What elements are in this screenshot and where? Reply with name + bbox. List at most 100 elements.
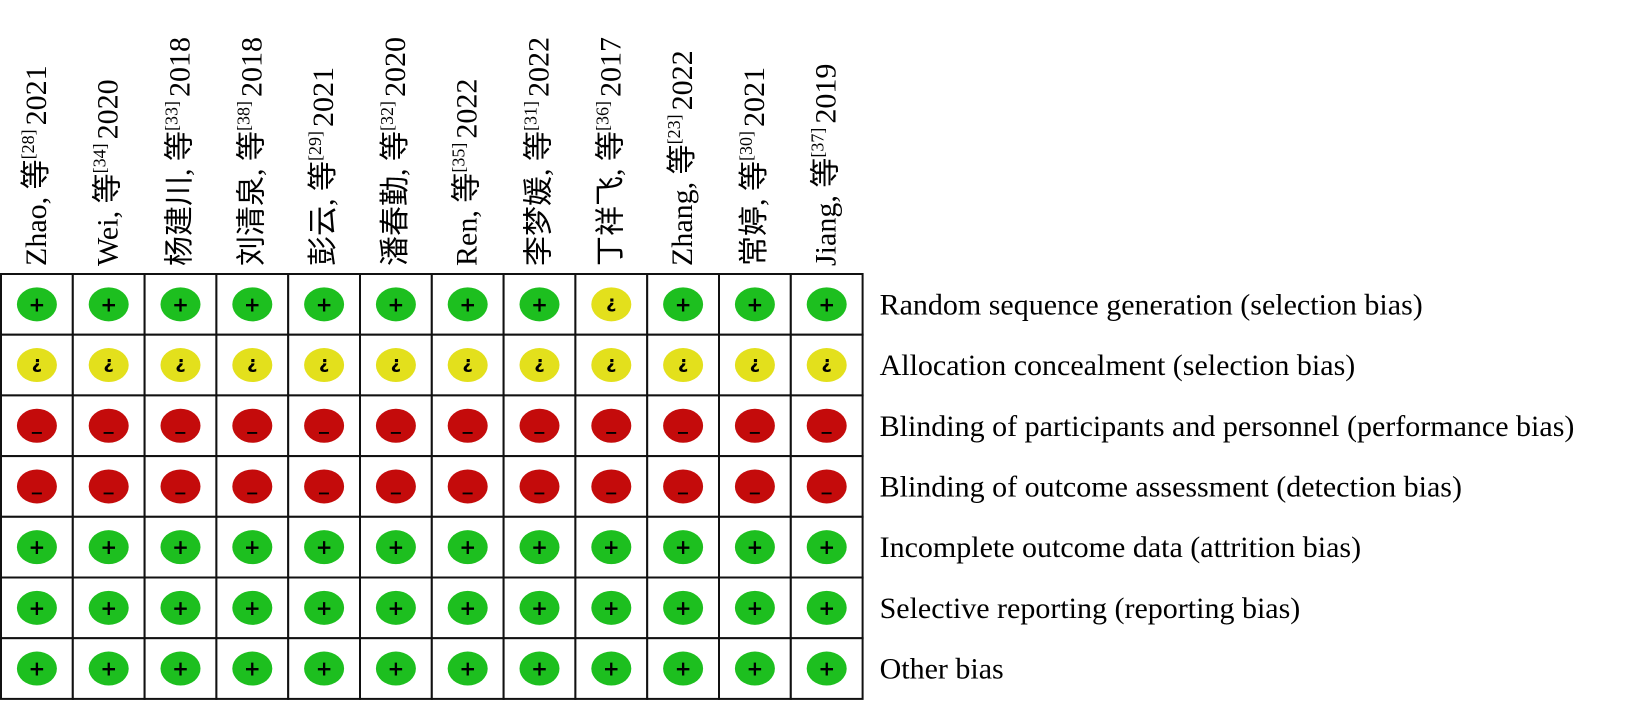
judgement-low-mark [447, 530, 488, 565]
judgement-unclear-mark [375, 348, 416, 383]
plus-icon: + [747, 535, 764, 559]
question-mark-icon: ? [391, 354, 401, 375]
study-label-ref: [34] [90, 143, 110, 173]
plus-icon: + [531, 657, 548, 681]
judgement-low-mark [232, 530, 273, 565]
minus-icon: − [174, 483, 187, 502]
judgement-high-mark [88, 408, 129, 443]
minus-icon: − [389, 483, 402, 502]
plus-icon: + [675, 657, 692, 681]
grid-cell [0, 394, 74, 458]
judgement-low-mark [663, 530, 704, 565]
question-mark-icon: ? [678, 354, 688, 375]
plus-icon: + [531, 292, 548, 316]
study-label-name: Ren, 等 [451, 173, 484, 266]
study-label: 刘清泉, 等[38] 2018 [233, 37, 268, 266]
judgement-low-mark [232, 590, 273, 625]
study-label-ref: [38] [233, 101, 253, 131]
judgement-unclear-mark [591, 287, 632, 322]
judgement-high-mark [304, 408, 345, 443]
judgement-high-mark [519, 408, 560, 443]
minus-icon: − [30, 483, 43, 502]
judgement-unclear-mark [447, 348, 488, 383]
plus-icon: + [100, 535, 117, 559]
plus-icon: + [244, 657, 261, 681]
plus-icon: + [388, 596, 405, 620]
judgement-low-mark [519, 651, 560, 686]
plus-icon: + [747, 596, 764, 620]
judgement-high-mark [663, 408, 704, 443]
judgement-low-mark [304, 590, 345, 625]
judgement-low-mark [447, 590, 488, 625]
minus-icon: − [676, 483, 689, 502]
study-label: 常婷, 等[30] 2021 [736, 67, 771, 266]
plus-icon: + [29, 596, 46, 620]
question-mark-icon: ? [175, 354, 185, 375]
study-label-year: 2017 [594, 37, 627, 97]
judgement-unclear-mark [519, 348, 560, 383]
study-label-name: Wei, 等 [92, 173, 125, 266]
judgement-low-mark [160, 590, 201, 625]
plus-icon: + [388, 657, 405, 681]
judgement-low-mark [734, 287, 775, 322]
plus-icon: + [603, 596, 620, 620]
study-label: 杨建川, 等[33] 2018 [162, 37, 197, 266]
judgement-high-mark [519, 469, 560, 504]
study-label-name: 李梦媛, 等 [523, 131, 556, 266]
minus-icon: − [246, 483, 259, 502]
judgement-unclear-mark [304, 348, 345, 383]
judgement-low-mark [806, 590, 847, 625]
plus-icon: + [388, 292, 405, 316]
judgement-low-mark [806, 530, 847, 565]
minus-icon: − [389, 423, 402, 442]
minus-icon: − [174, 423, 187, 442]
plus-icon: + [316, 596, 333, 620]
plus-icon: + [172, 657, 189, 681]
minus-icon: − [820, 423, 833, 442]
judgement-high-mark [16, 469, 57, 504]
judgement-low-mark [447, 287, 488, 322]
plus-icon: + [459, 596, 476, 620]
plus-icon: + [675, 596, 692, 620]
study-label-name: 常婷, 等 [738, 161, 771, 266]
study-label: 丁祥飞, 等[36] 2017 [592, 37, 627, 266]
domain-label: Selective reporting (reporting bias) [880, 592, 1301, 625]
judgement-low-mark [232, 651, 273, 686]
minus-icon: − [30, 423, 43, 442]
study-label-ref: [35] [449, 143, 469, 173]
plus-icon: + [603, 657, 620, 681]
study-label-year: 2021 [20, 65, 53, 125]
judgement-high-mark [160, 408, 201, 443]
plus-icon: + [531, 596, 548, 620]
study-label-year: 2022 [523, 37, 556, 97]
judgement-low-mark [88, 530, 129, 565]
plus-icon: + [29, 535, 46, 559]
study-labels: Zhao, 等[28] 2021 Wei, 等[34] 2020 杨建川, 等[33] 2… [18, 37, 843, 266]
judgement-low-mark [160, 530, 201, 565]
judgement-low-mark [663, 287, 704, 322]
plus-icon: + [172, 535, 189, 559]
plus-icon: + [29, 292, 46, 316]
question-mark-icon: ? [103, 354, 113, 375]
plus-icon: + [675, 535, 692, 559]
judgement-low-mark [447, 651, 488, 686]
judgement-low-mark [375, 287, 416, 322]
study-label-year: 2022 [451, 79, 484, 139]
study-label-ref: [36] [592, 101, 612, 131]
judgement-low-mark [734, 530, 775, 565]
judgement-high-mark [304, 469, 345, 504]
judgement-high-mark [16, 408, 57, 443]
plus-icon: + [388, 535, 405, 559]
study-label-ref: [30] [736, 131, 756, 161]
question-mark-icon: ? [534, 354, 544, 375]
minus-icon: − [748, 483, 761, 502]
judgement-high-mark [232, 408, 273, 443]
judgement-high-mark [375, 408, 416, 443]
domain-label: Blinding of outcome assessment (detectio… [880, 470, 1462, 503]
judgement-high-mark [591, 408, 632, 443]
judgement-high-mark [806, 408, 847, 443]
judgement-low-mark [806, 651, 847, 686]
study-label: Jiang, 等[37] 2019 [808, 64, 843, 266]
question-mark-icon: ? [750, 354, 760, 375]
judgement-high-mark [88, 469, 129, 504]
